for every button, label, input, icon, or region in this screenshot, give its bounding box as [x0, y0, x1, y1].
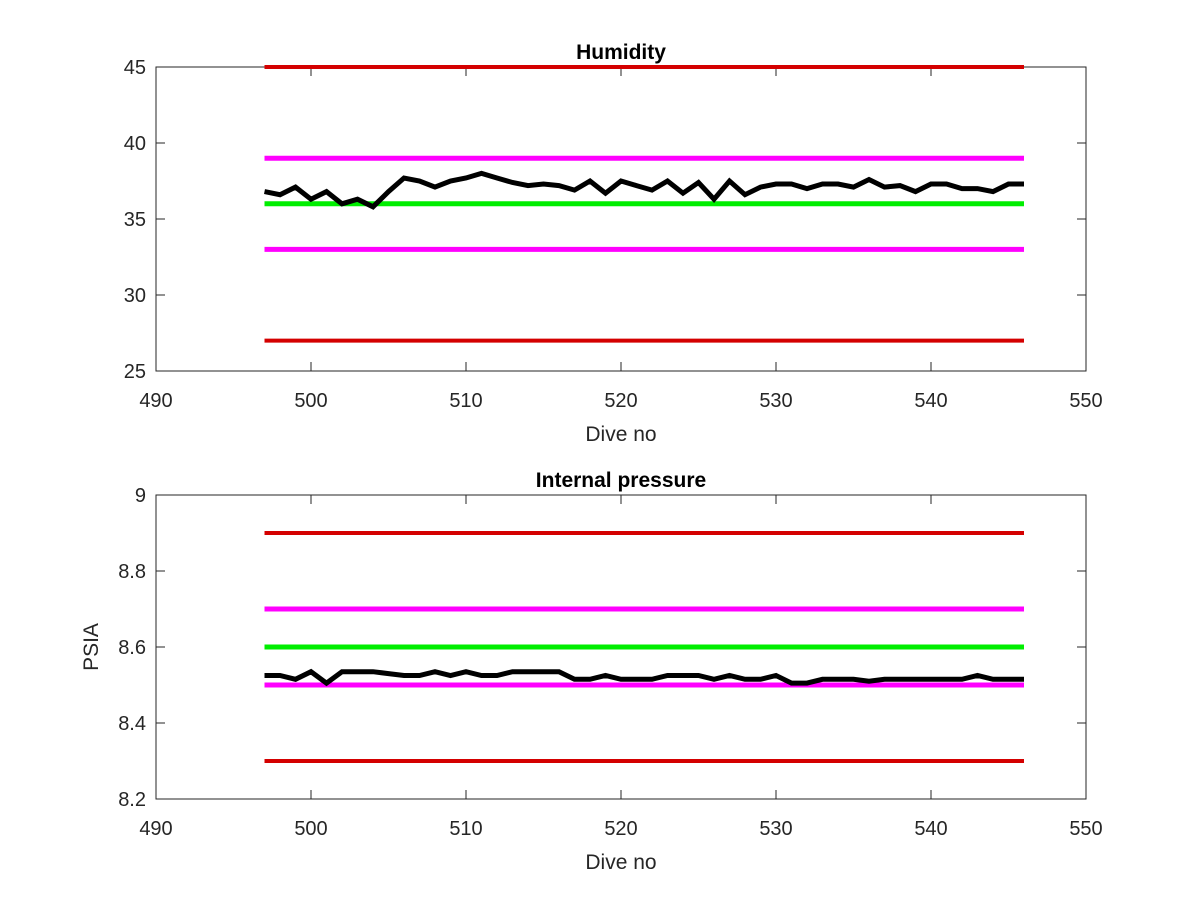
x-tick-label: 540	[914, 390, 947, 412]
x-tick-label: 500	[294, 818, 327, 840]
y-tick-label: 8.4	[118, 713, 146, 735]
data-series-line	[264, 170, 1024, 210]
internal-pressure-chart: 490 500 510 520 530 540 550 8.2 8.4 8.6 8.8 9 Intern…	[80, 469, 1103, 874]
chart-title: Humidity	[576, 41, 666, 64]
y-axis-label: PSIA	[80, 623, 103, 671]
humidity-chart: 490 500 510 520 530 540 550 25 30 35 40 45 Humidity D…	[124, 41, 1103, 446]
chart-title: Internal pressure	[536, 469, 706, 492]
y-tick-label: 40	[124, 133, 146, 155]
x-tick-label: 510	[449, 818, 482, 840]
x-tick-label: 540	[914, 818, 947, 840]
x-tick-label: 550	[1069, 390, 1102, 412]
x-tick-label: 510	[449, 390, 482, 412]
y-tick-label: 25	[124, 361, 146, 383]
y-tick-label: 30	[124, 285, 146, 307]
x-tick-label: 500	[294, 390, 327, 412]
x-tick-label: 550	[1069, 818, 1102, 840]
x-axis-label: Dive no	[585, 423, 656, 446]
axes-box	[155, 66, 1087, 372]
y-tick-label: 8.6	[118, 637, 146, 659]
y-tick-label: 8.8	[118, 561, 146, 583]
x-tick-label: 520	[604, 390, 637, 412]
y-tick-label: 8.2	[118, 789, 146, 811]
data-series-line	[264, 668, 1024, 687]
x-tick-label: 490	[139, 390, 172, 412]
x-tick-label: 530	[759, 818, 792, 840]
y-tick-label: 35	[124, 209, 146, 231]
y-tick-label: 9	[135, 485, 146, 507]
y-tick-label: 45	[124, 57, 146, 79]
x-tick-label: 520	[604, 818, 637, 840]
x-tick-label: 490	[139, 818, 172, 840]
x-tick-label: 530	[759, 390, 792, 412]
x-axis-label: Dive no	[585, 851, 656, 874]
